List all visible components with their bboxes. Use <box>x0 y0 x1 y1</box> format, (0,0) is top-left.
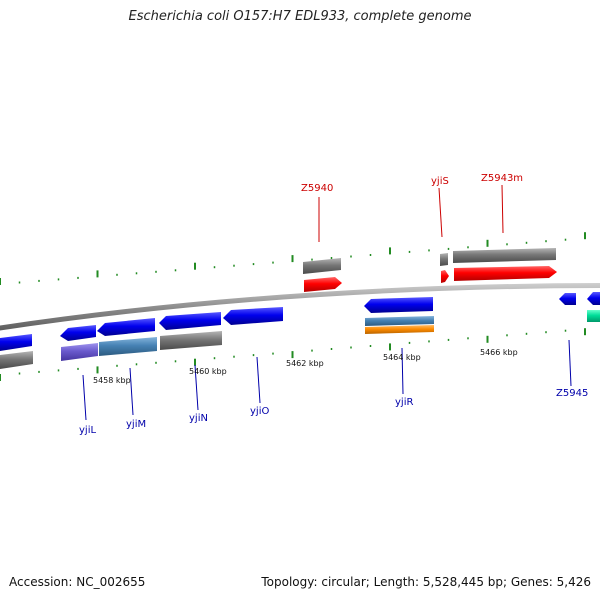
gene-yjir-cog-bar-steel[interactable] <box>365 316 434 326</box>
forward-label-lines <box>318 184 504 242</box>
gene-label-z5945[interactable]: Z5945 <box>556 388 588 399</box>
gene-z5945-arrow[interactable] <box>559 293 576 305</box>
gene-yjin-cog-bar[interactable] <box>160 331 222 350</box>
z5943m-label-line <box>501 184 504 234</box>
gene-z5943m-arrow[interactable] <box>454 266 557 281</box>
scale-label-5464: 5464 kbp <box>383 353 421 362</box>
gene-yjis-cog-bar[interactable] <box>440 253 448 266</box>
gene-partial-left-arrow[interactable] <box>0 334 32 351</box>
scale-label-5466: 5466 kbp <box>480 348 518 357</box>
scale-label-5460: 5460 kbp <box>189 367 227 376</box>
yjio-label-line <box>256 356 261 404</box>
gene-yjim-cog-bar[interactable] <box>99 337 157 356</box>
gene-yjim-arrow[interactable] <box>97 318 155 336</box>
gene-yjin-arrow[interactable] <box>159 312 221 330</box>
gene-z5943m-cog-bar[interactable] <box>453 248 556 263</box>
gene-yjio-arrow[interactable] <box>223 307 283 325</box>
forward-strand-features <box>303 248 557 292</box>
genome-title: Escherichia coli O157:H7 EDL933, complet… <box>128 9 472 24</box>
yjis-label-line <box>438 187 443 238</box>
gene-partial-right-arrow[interactable] <box>587 292 600 305</box>
gene-label-yjis[interactable]: yjiS <box>431 176 449 187</box>
yjir-label-line <box>401 347 404 395</box>
gene-yjis-arrow[interactable] <box>441 270 449 283</box>
gene-yjir-cog-bar-orange[interactable] <box>365 325 434 334</box>
forward-gene-labels: Z5940 yjiS Z5943m <box>301 173 523 194</box>
gene-z5940-arrow[interactable] <box>304 277 342 292</box>
gene-label-yjim[interactable]: yjiM <box>126 419 146 430</box>
yjin-label-line <box>194 364 199 411</box>
gene-label-yjin[interactable]: yjiN <box>189 413 208 424</box>
reverse-gene-labels: yjiL yjiM yjiN yjiO yjiR Z5945 <box>79 388 588 436</box>
z5945-label-line <box>568 339 572 387</box>
gene-label-yjir[interactable]: yjiR <box>395 397 413 408</box>
yjil-label-line <box>82 374 87 421</box>
forward-scale-ticks <box>0 232 586 285</box>
genome-backbone <box>0 283 600 331</box>
gene-label-yjil[interactable]: yjiL <box>79 425 96 436</box>
topology-text: Topology: circular; Length: 5,528,445 bp… <box>261 575 591 589</box>
gene-yjir-arrow[interactable] <box>364 297 433 313</box>
gene-yjil-arrow[interactable] <box>60 325 96 341</box>
scale-label-5458: 5458 kbp <box>93 376 131 385</box>
gene-label-z5943m[interactable]: Z5943m <box>481 173 523 184</box>
gene-partial-right-cog-bar[interactable] <box>587 310 600 322</box>
scale-labels: 5458 kbp 5460 kbp 5462 kbp 5464 kbp 5466… <box>93 348 518 385</box>
reverse-label-lines <box>82 339 572 421</box>
scale-label-5462: 5462 kbp <box>286 359 324 368</box>
reverse-scale-ticks <box>0 328 586 381</box>
reverse-strand-features <box>0 292 600 369</box>
gene-label-z5940[interactable]: Z5940 <box>301 183 333 194</box>
gene-label-yjio[interactable]: yjiO <box>250 406 269 417</box>
gene-z5940-cog-bar[interactable] <box>303 258 341 274</box>
yjim-label-line <box>129 367 134 416</box>
gene-yjil-cog-bar[interactable] <box>61 343 98 361</box>
accession-text: Accession: NC_002655 <box>9 575 146 589</box>
gene-partial-left-cog-bar[interactable] <box>0 351 33 369</box>
